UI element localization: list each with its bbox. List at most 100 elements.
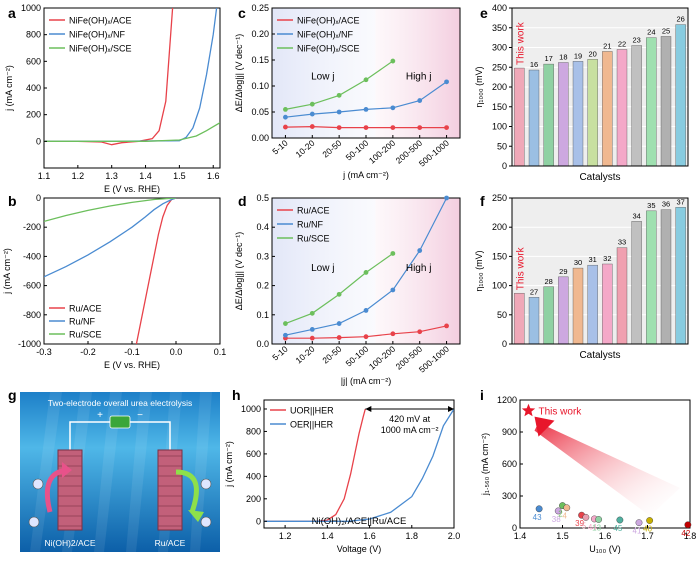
panel-i-point-8 <box>616 516 624 524</box>
panel-h-arrowhead-right <box>448 405 454 412</box>
panel-label-a: a <box>8 5 16 21</box>
panel-f-xlabel: Catalysts <box>579 350 620 361</box>
panel-label-b: b <box>8 193 17 209</box>
panel-c-legend-label-2: NiFe(OH)ₓ/SCE <box>297 44 359 54</box>
panel-d-point <box>283 332 288 338</box>
panel-c-point <box>390 58 396 64</box>
panel-g-plus-sign: + <box>97 410 103 421</box>
panel-h-device-label: Ni(OH)₂/ACE||Ru/ACE <box>312 516 407 527</box>
panel-g-light-ray <box>94 392 122 552</box>
panel-i-point-label-8: 45 <box>613 524 622 533</box>
panel-b-ytick-label: -400 <box>23 251 41 261</box>
panel-g-right-arrow <box>175 469 199 513</box>
panel-i-ytick-label: 900 <box>502 427 517 437</box>
panel-f-bar-label-3: 29 <box>559 267 567 276</box>
panel-a-xtick-label: 1.2 <box>72 171 85 181</box>
panel-d-point <box>309 310 315 316</box>
panel-a-ylabel: j (mA cm⁻²) <box>4 65 14 112</box>
panel-i-this-work-star <box>521 403 536 417</box>
panel-i-xtick-label: 1.8 <box>684 531 697 541</box>
panel-e-bar-7 <box>616 49 628 167</box>
panel-e-bar-10 <box>660 36 672 167</box>
panel-i-xlabel: U₁₀₀ (V) <box>589 544 621 554</box>
panel-f-bar-1 <box>528 297 540 345</box>
panel-e-bar-label-3: 18 <box>559 53 567 62</box>
panel-c-point <box>309 124 315 129</box>
panel-f-ylabel: η₁₀₀₀ (mV) <box>474 250 484 291</box>
panel-c-high-band <box>375 8 460 138</box>
panel-a-ytick-label: 1000 <box>21 3 41 13</box>
panel-e-xlabel: Catalysts <box>579 172 620 183</box>
panel-a-xtick-label: 1.5 <box>173 171 186 181</box>
panel-i-xtick-label: 1.5 <box>556 531 569 541</box>
panel-b-series-line-0 <box>135 198 177 344</box>
panel-h-xtick-label: 2.0 <box>448 531 461 541</box>
panel-b-ytick-label: -600 <box>23 281 41 291</box>
panel-f-ytick-label: 50 <box>497 310 507 320</box>
panel-label-c: c <box>238 5 246 21</box>
panel-e-bar-6 <box>602 51 613 167</box>
panel-label-g: g <box>8 387 17 403</box>
panel-c-xtick-label: 100-200 <box>367 138 398 166</box>
panel-e-ylabel: η₁₀₀₀ (mV) <box>474 66 484 107</box>
panel-h-frame <box>263 399 455 529</box>
panel-i-ytick-label: 0 <box>512 523 517 533</box>
panel-h-ytick-label: 600 <box>246 449 261 459</box>
panel-e-bar-5 <box>587 59 598 167</box>
panel-i-point-label-5: 5 <box>582 521 587 530</box>
panel-f-ytick-label: 200 <box>492 222 507 232</box>
panel-d-point <box>336 291 342 297</box>
panel-b-series-line-2 <box>44 198 177 223</box>
panel-e-bar-1 <box>528 69 540 167</box>
panel-c-ytick-label: 0.00 <box>251 133 269 143</box>
panel-e-ytick-label: 350 <box>492 23 507 33</box>
panel-b-xtick-label: 0.1 <box>214 347 227 357</box>
panel-d-point <box>363 308 369 313</box>
panel-f-bar-label-7: 33 <box>618 238 626 247</box>
panel-f-bar-11 <box>675 207 686 345</box>
panel-b-legend-label-0: Ru/ACE <box>69 304 102 314</box>
panel-f-bar-label-10: 36 <box>662 200 670 209</box>
panel-i-xtick-label: 1.4 <box>514 531 527 541</box>
panel-f-bar-label-2: 28 <box>544 277 552 286</box>
panel-g-title: Two-electrode overall urea electrolysis <box>48 398 193 408</box>
panel-c-point <box>390 125 396 130</box>
panel-d-ytick-label: 0.2 <box>256 281 269 291</box>
panel-e-bar-11 <box>675 24 686 167</box>
panel-g-left-electrode-label: Ni(OH)2/ACE <box>44 538 95 548</box>
panel-h-xlabel: Voltage (V) <box>337 544 382 554</box>
panel-a-xtick-label: 1.3 <box>105 171 118 181</box>
panel-d-ytick-label: 0.3 <box>256 251 269 261</box>
panel-d-point <box>336 321 342 326</box>
panel-h-xtick-label: 1.8 <box>406 531 419 541</box>
panel-b-xtick-label: -0.1 <box>124 347 140 357</box>
panel-b-ytick-label: -800 <box>23 310 41 320</box>
panel-e-ytick-label: 200 <box>492 82 507 92</box>
panel-label-h: h <box>232 387 241 403</box>
panel-c-xtick-label: 10-20 <box>293 138 316 160</box>
panel-h-arrowhead-left <box>365 405 372 412</box>
panel-f-ytick-label: 150 <box>492 251 507 261</box>
panel-f-ytick-label: 250 <box>492 193 507 203</box>
panel-f-bar-label-5: 31 <box>588 255 596 264</box>
panel-c-point <box>363 107 369 112</box>
panel-b-legend-label-2: Ru/SCE <box>69 330 102 340</box>
panel-h-ylabel: j (mA cm⁻²) <box>224 441 234 488</box>
panel-f-ytick-label: 0 <box>502 339 507 349</box>
panel-f-bar-5 <box>587 264 598 345</box>
panel-c-annotation-low: Low j <box>311 72 334 83</box>
panel-g-minus-sign: − <box>137 410 143 421</box>
panel-d-point <box>390 287 396 293</box>
panel-h-annotation-line1: 420 mV at <box>389 414 431 424</box>
panel-g-light-ray <box>126 392 152 552</box>
panel-i-point-10 <box>646 517 654 524</box>
panel-f-bar-9 <box>646 210 657 345</box>
panel-i-xtick-label: 1.7 <box>641 531 654 541</box>
panel-i-point-label-7: 13 <box>592 523 601 532</box>
panel-d-point <box>336 335 342 340</box>
panel-c-point <box>336 92 342 98</box>
panel-b-legend-label-1: Ru/NF <box>69 317 96 327</box>
panel-c-point <box>336 109 342 115</box>
panel-h-ytick-label: 0 <box>256 516 261 526</box>
